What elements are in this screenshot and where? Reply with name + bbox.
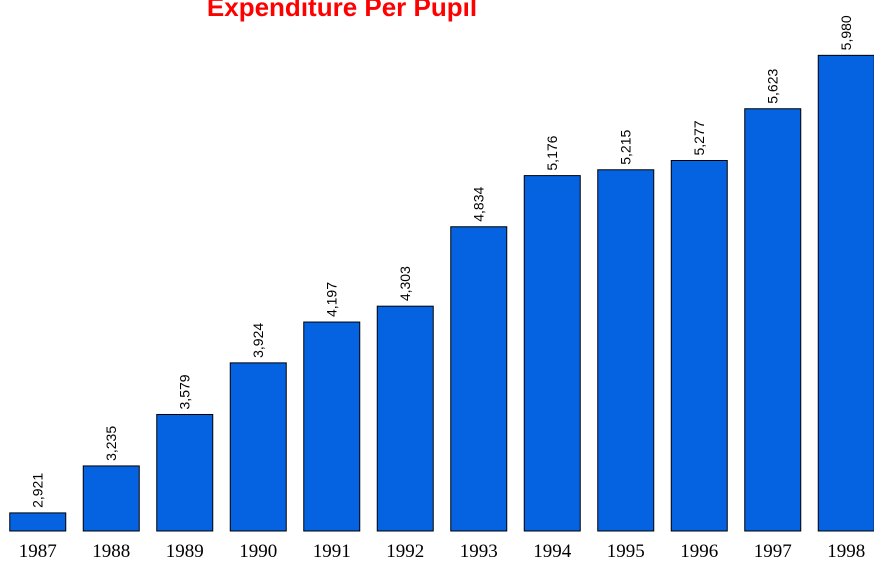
bar	[82, 465, 140, 532]
x-tick-label: 1997	[754, 541, 792, 562]
value-label: 5,176	[544, 135, 560, 170]
bar	[597, 169, 655, 532]
bar	[817, 54, 874, 532]
x-tick-label: 1996	[680, 541, 718, 562]
bar	[670, 159, 728, 532]
value-label: 4,834	[471, 187, 487, 222]
x-tick-label: 1991	[313, 541, 351, 562]
bar	[376, 305, 434, 532]
value-label: 4,303	[397, 266, 413, 301]
bar	[229, 362, 287, 532]
bar	[523, 175, 581, 532]
value-label: 3,579	[177, 374, 193, 409]
bar	[303, 321, 361, 532]
x-tick-label: 1988	[92, 541, 130, 562]
bar	[156, 413, 214, 532]
bar	[744, 108, 802, 532]
value-label: 5,623	[765, 68, 781, 103]
value-label: 5,980	[838, 15, 854, 50]
x-tick-label: 1989	[166, 541, 204, 562]
x-tick-label: 1990	[239, 541, 277, 562]
bar	[9, 512, 67, 532]
x-tick-label: 1998	[827, 541, 865, 562]
x-tick-label: 1987	[19, 541, 57, 562]
value-label: 2,921	[30, 473, 46, 508]
value-label: 3,924	[250, 323, 266, 358]
value-label: 3,235	[103, 426, 119, 461]
value-label: 5,215	[618, 130, 634, 165]
x-tick-label: 1994	[533, 541, 572, 562]
bar	[450, 226, 508, 532]
chart-title: Expenditure Per Pupil	[207, 0, 477, 22]
value-label: 5,277	[691, 120, 707, 155]
x-tick-label: 1993	[460, 541, 498, 562]
value-label: 4,197	[324, 282, 340, 317]
x-tick-label: 1995	[607, 541, 645, 562]
x-tick-label: 1992	[386, 541, 424, 562]
